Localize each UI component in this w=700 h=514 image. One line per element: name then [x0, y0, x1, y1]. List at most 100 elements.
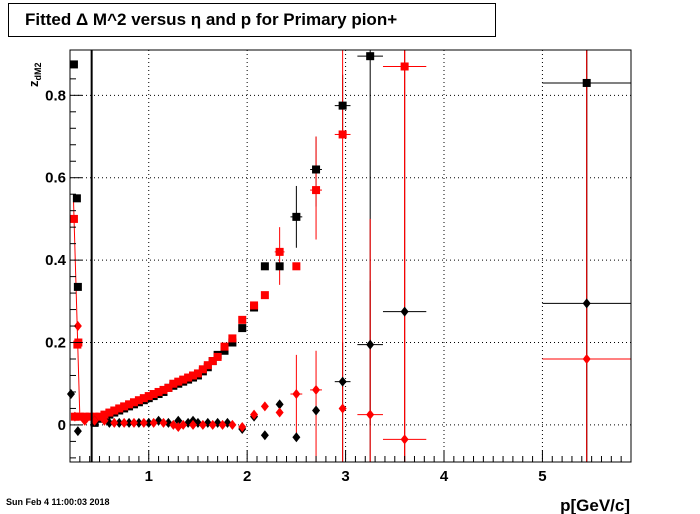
- diamond-marker: [292, 389, 301, 400]
- square-marker: [125, 400, 134, 409]
- diamond-marker: [292, 432, 301, 443]
- x-tick-label: 3: [341, 468, 349, 485]
- square-marker: [220, 342, 229, 351]
- diamond-marker: [400, 434, 409, 445]
- square-marker: [100, 410, 109, 419]
- square-marker: [72, 194, 81, 203]
- square-marker: [400, 62, 409, 71]
- chart-title: Fitted Δ M^2 versus η and p for Primary …: [8, 3, 496, 37]
- y-tick-label: 0.8: [45, 87, 66, 104]
- square-marker: [134, 396, 143, 405]
- square-marker: [164, 383, 173, 392]
- diamond-marker: [218, 419, 227, 430]
- square-marker: [220, 346, 229, 355]
- square-marker: [95, 412, 104, 421]
- square-marker: [154, 387, 163, 396]
- diamond-marker: [238, 421, 247, 432]
- timestamp: Sun Feb 4 11:00:03 2018: [6, 497, 110, 507]
- diamond-marker: [582, 298, 591, 309]
- error-bars: [72, 50, 631, 462]
- diamond-marker: [208, 419, 217, 430]
- square-marker: [228, 334, 237, 343]
- square-marker: [208, 357, 217, 366]
- square-marker: [159, 385, 168, 394]
- diamond-marker: [275, 399, 284, 410]
- square-marker: [238, 315, 247, 324]
- diamond-marker: [312, 405, 321, 416]
- diamond-marker: [250, 409, 259, 420]
- square-marker: [338, 101, 347, 110]
- diamond-marker: [179, 419, 188, 430]
- y-axis-label-main: z: [26, 80, 41, 87]
- square-marker: [198, 365, 207, 374]
- diamond-marker: [189, 419, 198, 430]
- diamond-marker: [129, 417, 138, 428]
- square-marker: [115, 404, 124, 413]
- diamond-marker: [125, 417, 134, 428]
- x-tick-label: 1: [145, 468, 153, 485]
- diamond-marker: [159, 417, 168, 428]
- square-marker: [312, 165, 321, 174]
- diamond-marker: [149, 417, 158, 428]
- square-marker: [75, 412, 84, 421]
- low-p-curve: [72, 198, 81, 417]
- markers: [66, 52, 591, 445]
- diamond-marker: [174, 415, 183, 426]
- diamond-marker: [110, 417, 119, 428]
- y-axis-label: zdM2: [26, 63, 43, 88]
- diamond-marker: [338, 376, 347, 387]
- square-marker: [129, 398, 138, 407]
- square-marker: [193, 369, 202, 378]
- y-axis-label-sub: dM2: [33, 63, 43, 81]
- y-tick-label: 0.4: [45, 252, 67, 269]
- square-marker: [179, 375, 188, 384]
- square-marker: [338, 130, 347, 139]
- diamond-marker: [120, 417, 129, 428]
- diamond-marker: [134, 417, 143, 428]
- diamond-marker: [400, 306, 409, 317]
- diamond-marker: [100, 415, 109, 426]
- diamond-marker: [70, 411, 79, 422]
- square-marker: [275, 262, 284, 271]
- diamond-marker: [260, 401, 269, 412]
- square-marker: [275, 247, 284, 256]
- y-tick-label: 0: [58, 417, 66, 434]
- x-axis-label: p[GeV/c]: [560, 496, 630, 514]
- diamond-marker: [338, 403, 347, 414]
- diamond-marker: [73, 321, 82, 332]
- square-marker: [169, 379, 178, 388]
- diamond-marker: [366, 339, 375, 350]
- square-marker: [139, 394, 148, 403]
- x-tick-label: 2: [243, 468, 251, 485]
- square-marker: [238, 324, 247, 333]
- y-tick-label: 0.2: [45, 335, 66, 352]
- diamond-marker: [228, 419, 237, 430]
- square-marker: [120, 402, 129, 411]
- square-marker: [292, 262, 301, 271]
- square-marker: [69, 214, 78, 223]
- square-marker: [250, 301, 259, 310]
- square-marker: [189, 371, 198, 380]
- square-marker: [184, 373, 193, 382]
- square-marker: [260, 262, 269, 271]
- grid-layer: [70, 50, 631, 462]
- square-marker: [69, 60, 78, 69]
- diamond-marker: [275, 407, 284, 418]
- plot-frame: [69, 49, 632, 463]
- square-marker: [292, 212, 301, 221]
- square-marker: [174, 377, 183, 386]
- diamond-marker: [260, 430, 269, 441]
- diamond-marker: [115, 417, 124, 428]
- square-marker: [213, 352, 222, 361]
- diamond-marker: [73, 426, 82, 437]
- square-marker: [110, 406, 119, 415]
- square-marker: [582, 78, 591, 87]
- square-marker: [312, 186, 321, 195]
- square-marker: [105, 408, 114, 417]
- y-tick-label: 0.6: [45, 170, 66, 187]
- square-marker: [228, 338, 237, 347]
- square-marker: [366, 52, 375, 61]
- square-marker: [73, 282, 82, 291]
- diamond-marker: [366, 409, 375, 420]
